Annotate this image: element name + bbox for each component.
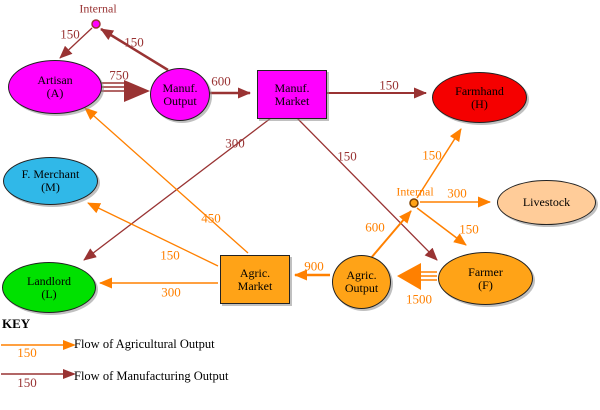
flow-value-internal-to-farmhand: 150: [422, 147, 442, 163]
flow-value-internal-to-farmer: 150: [459, 221, 479, 237]
node-livestock-name: Livestock: [522, 195, 571, 209]
node-agric-output: Agric. Output: [332, 255, 391, 309]
flow-value-internal-to-artisan: 150: [60, 26, 80, 42]
flow-value-farmer-to-agric-output: 1500: [406, 291, 432, 307]
flow-value-agric-output-to-agric-market: 900: [304, 258, 324, 274]
node-agric-market: Agric. Market: [220, 255, 290, 304]
node-artisan-name: Artisan: [37, 73, 73, 87]
node-farmhand: Farmhand (H): [432, 72, 527, 123]
flow-value-manuf-market-to-farmer: 150: [337, 148, 357, 164]
key-heading: KEY: [2, 316, 31, 331]
flow-value-manuf-output-to-internal: 150: [124, 34, 144, 50]
node-f-merchant: F. Merchant (M): [3, 157, 98, 205]
internal-junction-dot-bottom: [409, 198, 419, 208]
node-f-merchant-name: F. Merchant: [21, 167, 80, 181]
flow-line-manuf-market-to-farmer: [296, 117, 438, 261]
node-manuf-output-line2: Output: [163, 93, 197, 108]
thick-flow-arrow-farmer-to-agric-output: [397, 263, 437, 290]
flow-line-manuf-output-to-internal: [100, 27, 169, 72]
node-f-merchant-abbr: (M): [41, 180, 60, 194]
node-landlord-name: Landlord: [27, 273, 71, 288]
node-manuf-market-line2: Market: [274, 93, 310, 108]
node-farmhand-abbr: (H): [471, 96, 488, 111]
key-label-manufacturing: Flow of Manufacturing Output: [74, 369, 229, 383]
node-agric-market-line1: Agric.: [239, 265, 271, 280]
internal-label-bottom: Internal: [396, 184, 434, 199]
flow-value-agric-market-to-f-merchant: 150: [160, 247, 180, 263]
flow-value-agric-market-to-landlord: 300: [161, 284, 181, 300]
node-manuf-market: Manuf. Market: [257, 70, 327, 119]
node-manuf-market-line1: Manuf.: [274, 80, 310, 95]
flow-line-agric-market-to-f-merchant: [87, 202, 219, 267]
node-farmer-name: Farmer: [468, 264, 503, 279]
node-livestock: Livestock: [497, 180, 596, 225]
node-farmer: Farmer (F): [438, 252, 533, 305]
node-farmhand-name: Farmhand: [455, 83, 504, 98]
internal-label-top: Internal: [79, 1, 117, 16]
flow-line-agric-market-to-artisan: [84, 107, 249, 254]
node-manuf-output: Manuf. Output: [150, 68, 210, 121]
node-artisan: Artisan (A): [8, 60, 102, 114]
flow-line-internal-to-artisan: [59, 27, 93, 59]
key-label-agricultural: Flow of Agricultural Output: [74, 337, 215, 351]
flow-value-agric-market-to-artisan: 450: [201, 210, 221, 226]
key-value-agricultural: 150: [17, 345, 37, 360]
flow-value-internal-to-livestock: 300: [447, 185, 467, 201]
node-agric-market-line2: Market: [237, 278, 273, 293]
flow-value-manuf-market-to-farmhand: 150: [379, 77, 399, 93]
node-landlord-abbr: (L): [41, 286, 57, 301]
flow-value-agric-output-to-internal: 600: [365, 219, 385, 235]
flow-line-internal-to-farmer: [416, 207, 467, 246]
node-agric-output-line2: Output: [344, 281, 379, 295]
flow-line-internal-to-farmhand: [416, 128, 462, 199]
internal-junction-dot-top: [91, 19, 101, 29]
node-manuf-output-line1: Manuf.: [162, 80, 198, 95]
flow-line-agric-output-to-internal: [370, 210, 412, 259]
flow-value-manuf-output-to-manuf-market: 600: [211, 73, 231, 89]
node-artisan-abbr: (A): [46, 86, 64, 100]
flow-value-artisan-to-manuf-output: 750: [109, 67, 129, 83]
flow-line-manuf-market-to-landlord: [83, 117, 272, 261]
agricultural-flow-arrow-icon: [1, 340, 76, 350]
manufacturing-flow-arrow-icon: [1, 369, 76, 379]
flow-value-manuf-market-to-landlord: 300: [225, 135, 245, 151]
node-farmer-abbr: (F): [478, 277, 493, 292]
thick-flow-arrow-artisan-to-manuf-output: [101, 80, 150, 102]
node-landlord: Landlord (L): [2, 262, 96, 313]
node-agric-output-line1: Agric.: [346, 268, 377, 282]
key-value-manufacturing: 150: [17, 375, 37, 390]
